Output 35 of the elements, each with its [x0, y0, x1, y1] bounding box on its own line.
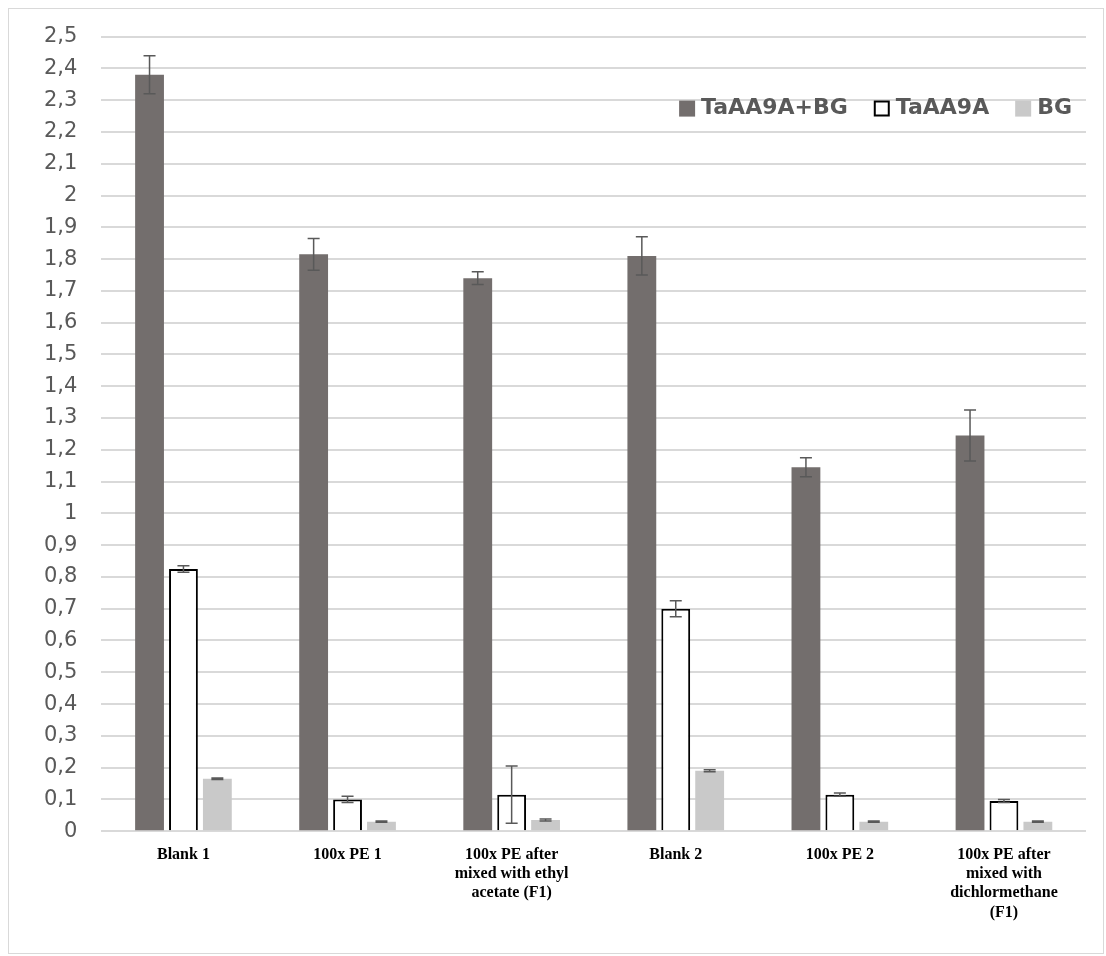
y-tick-label: 2	[64, 181, 78, 206]
legend-label: BG	[1037, 94, 1072, 120]
y-tick-label: 0,8	[43, 563, 78, 588]
x-tick-label: 100x PE 1	[313, 844, 382, 862]
y-tick-label: 0,4	[43, 690, 78, 715]
y-tick-label: 1,4	[43, 372, 78, 397]
legend-label: TaAA9A	[895, 94, 990, 120]
y-tick-label: 1,5	[43, 340, 78, 365]
y-tick-label: 1,1	[43, 468, 78, 493]
y-tick-label: 0,2	[43, 754, 78, 779]
y-tick-label: 0	[64, 817, 78, 842]
x-tick-label: Blank 2	[649, 844, 703, 862]
y-tick-label: 1,6	[43, 309, 78, 334]
y-tick-label: 2,3	[43, 86, 78, 111]
y-tick-label: 1,7	[43, 277, 78, 302]
y-tick-label: 2,1	[43, 150, 78, 175]
x-tick-label: 100x PE after mixed with ethyl acetate (F1)	[454, 844, 570, 902]
y-tick-label: 2,4	[43, 54, 78, 79]
y-tick-label: 0,7	[43, 595, 78, 620]
y-tick-label: 1,9	[43, 213, 78, 238]
y-tick-label: 0,1	[43, 785, 78, 810]
y-tick-label: 1,8	[43, 245, 78, 270]
y-tick-label: 1	[64, 499, 78, 524]
y-tick-label: 0,5	[43, 658, 78, 683]
x-tick-label: 100x PE 2	[805, 844, 875, 862]
y-tick-label: 2,5	[43, 23, 78, 48]
y-tick-label: 2,2	[43, 118, 78, 143]
legend-label: TaAA9A+BG	[701, 94, 848, 120]
y-tick-label: 0,6	[43, 626, 78, 651]
y-tick-label: 0,3	[43, 722, 78, 747]
y-tick-label: 1,2	[43, 436, 78, 461]
y-tick-label: 0,9	[43, 531, 78, 556]
y-tick-label: 1,3	[43, 404, 78, 429]
x-tick-label: Blank 1	[156, 844, 210, 862]
x-tick-label: 100x PE after mixed with dichlormethane (F1)	[950, 844, 1058, 921]
